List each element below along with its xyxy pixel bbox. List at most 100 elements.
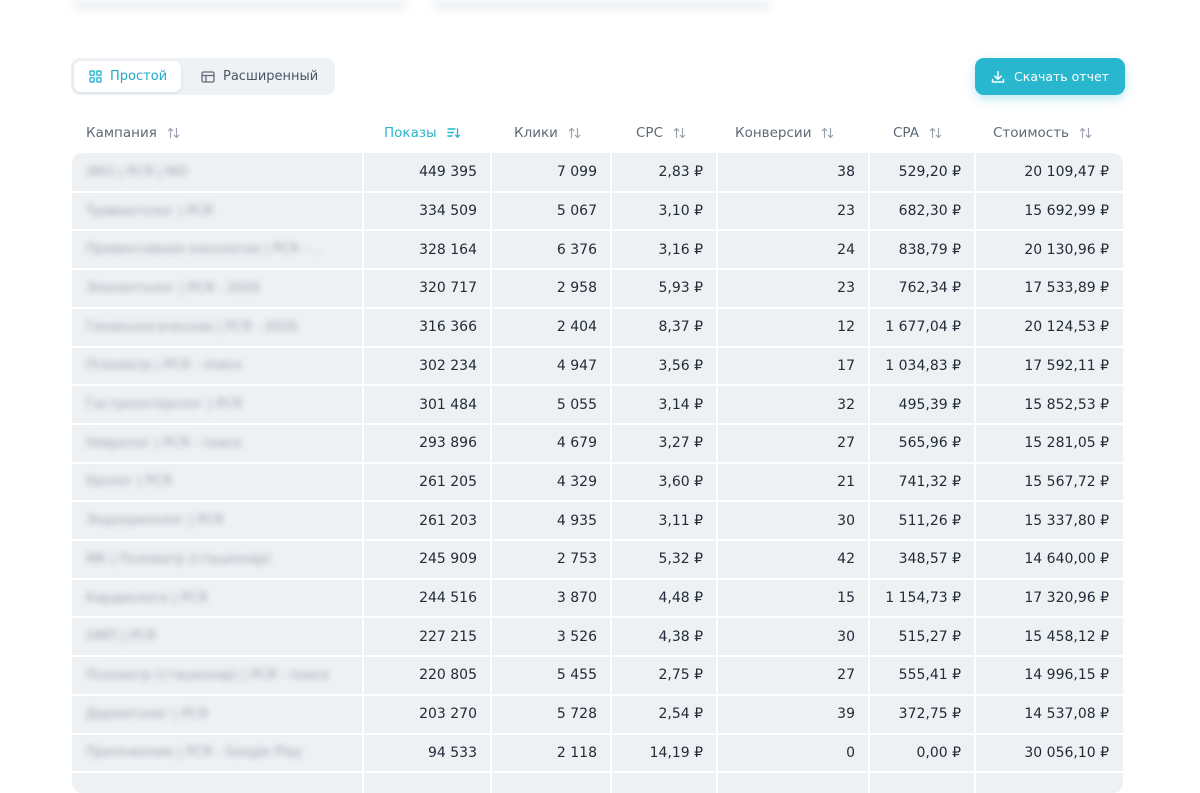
column-divider xyxy=(974,153,976,793)
campaign-name: Дерматолог | РСЯ xyxy=(86,706,208,722)
cpc-value: 3,27 ₽ xyxy=(658,435,703,452)
campaign-name: Эндокринолог | РСЯ xyxy=(86,513,224,529)
cost-value: 20 109,47 ₽ xyxy=(1024,164,1109,181)
campaign-name: МК | Психиатр (стационар) xyxy=(86,551,272,567)
cpc-value: 5,93 ₽ xyxy=(658,280,703,297)
header-cpa[interactable]: CPA xyxy=(893,121,942,145)
header-clicks[interactable]: Клики xyxy=(514,121,581,145)
download-report-label: Скачать отчет xyxy=(1014,69,1109,84)
cpc-value: 4,48 ₽ xyxy=(658,590,703,607)
impressions-value: 328 164 xyxy=(419,241,477,258)
conversions-value: 23 xyxy=(837,280,855,297)
impressions-value: 302 234 xyxy=(419,357,477,374)
campaign-name: Гастроэнтеролог | РСЯ xyxy=(86,397,242,413)
extended-view-tab[interactable]: Расширенный xyxy=(201,61,331,92)
sort-desc-icon xyxy=(446,128,460,139)
row-divider xyxy=(72,422,1123,425)
cpc-value: 3,16 ₽ xyxy=(658,241,703,258)
cpc-value: 14,19 ₽ xyxy=(649,744,703,761)
simple-view-tab[interactable]: Простой xyxy=(74,61,181,92)
download-report-button[interactable]: Скачать отчет xyxy=(975,58,1125,95)
cost-value: 15 567,72 ₽ xyxy=(1024,473,1109,490)
header-label: CPC xyxy=(636,125,663,141)
cpa-value: 741,32 ₽ xyxy=(898,473,961,490)
impressions-value: 244 516 xyxy=(419,590,477,607)
impressions-value: 203 270 xyxy=(419,706,477,723)
row-divider xyxy=(72,539,1123,541)
clicks-value: 5 055 xyxy=(556,396,597,413)
conversions-value: 27 xyxy=(837,667,855,684)
header-label: Конверсии xyxy=(735,125,812,141)
header-label: Стоимость xyxy=(993,125,1070,141)
clicks-value: 7 099 xyxy=(556,164,597,181)
clicks-value: 5 067 xyxy=(556,203,597,220)
conversions-value: 30 xyxy=(837,628,855,645)
cpa-value: 838,79 ₽ xyxy=(898,241,961,258)
cpc-value: 3,10 ₽ xyxy=(658,203,703,220)
impressions-value: 245 909 xyxy=(419,551,477,568)
column-divider xyxy=(868,153,870,793)
cpa-value: 565,96 ₽ xyxy=(898,435,961,452)
campaign-name: Гинекологическая | РСЯ - 2026 xyxy=(86,319,298,335)
impressions-value: 316 366 xyxy=(419,319,477,336)
header-label: CPA xyxy=(893,125,919,141)
impressions-value: 227 215 xyxy=(419,628,477,645)
clicks-value: 2 958 xyxy=(556,280,597,297)
conversions-value: 38 xyxy=(837,164,855,181)
header-label: Кампания xyxy=(86,125,157,141)
column-divider xyxy=(490,153,492,793)
cpa-value: 495,39 ₽ xyxy=(898,396,961,413)
clicks-value: 2 404 xyxy=(556,319,597,336)
header-cpc[interactable]: CPC xyxy=(636,121,686,145)
row-divider xyxy=(72,384,1123,387)
cost-value: 14 996,15 ₽ xyxy=(1024,667,1109,684)
blurred-top-element xyxy=(72,0,407,10)
cost-value: 20 124,53 ₽ xyxy=(1024,319,1109,336)
impressions-value: 261 205 xyxy=(419,473,477,490)
sort-arrows-icon xyxy=(673,127,686,139)
clicks-value: 3 870 xyxy=(556,590,597,607)
cpa-value: 348,57 ₽ xyxy=(898,551,961,568)
header-impressions[interactable]: Показы xyxy=(384,121,460,145)
impressions-value: 334 509 xyxy=(419,203,477,220)
cpa-value: 1 034,83 ₽ xyxy=(885,357,961,374)
cost-value: 15 281,05 ₽ xyxy=(1024,435,1109,452)
conversions-value: 27 xyxy=(837,435,855,452)
clicks-value: 5 455 xyxy=(556,667,597,684)
simple-view-label: Простой xyxy=(110,69,168,84)
cost-value: 15 337,80 ₽ xyxy=(1024,512,1109,529)
conversions-value: 24 xyxy=(837,241,855,258)
cost-value: 30 056,10 ₽ xyxy=(1024,744,1109,761)
campaign-name: Превентивная онкология | РСЯ - ... xyxy=(86,242,324,258)
table-icon xyxy=(201,70,215,83)
cost-value: 14 640,00 ₽ xyxy=(1024,551,1109,568)
column-divider xyxy=(716,153,718,793)
cpc-value: 2,83 ₽ xyxy=(658,164,703,181)
campaign-table xyxy=(72,153,1123,793)
row-divider xyxy=(72,732,1123,735)
campaign-name: ОМП | РСЯ xyxy=(86,629,156,645)
cpc-value: 4,38 ₽ xyxy=(658,628,703,645)
impressions-value: 220 805 xyxy=(419,667,477,684)
cost-value: 14 537,08 ₽ xyxy=(1024,706,1109,723)
cpc-value: 5,32 ₽ xyxy=(658,551,703,568)
row-divider xyxy=(72,577,1123,580)
cpa-value: 682,30 ₽ xyxy=(898,203,961,220)
campaign-name: Уролог | РСЯ xyxy=(86,474,172,490)
blurred-top-element xyxy=(432,0,772,10)
cpc-value: 3,14 ₽ xyxy=(658,396,703,413)
header-campaign[interactable]: Кампания xyxy=(86,121,180,145)
grid-icon xyxy=(89,70,102,83)
header-label: Клики xyxy=(514,125,558,141)
header-conversions[interactable]: Конверсии xyxy=(735,121,834,145)
conversions-value: 32 xyxy=(837,396,855,413)
sort-arrows-icon xyxy=(929,127,942,139)
conversions-value: 21 xyxy=(837,473,855,490)
row-divider xyxy=(72,616,1123,619)
row-divider xyxy=(72,655,1123,658)
header-cost[interactable]: Стоимость xyxy=(993,121,1092,145)
clicks-value: 4 329 xyxy=(556,473,597,490)
cpa-value: 762,34 ₽ xyxy=(898,280,961,297)
cpa-value: 529,20 ₽ xyxy=(898,164,961,181)
conversions-value: 30 xyxy=(837,512,855,529)
